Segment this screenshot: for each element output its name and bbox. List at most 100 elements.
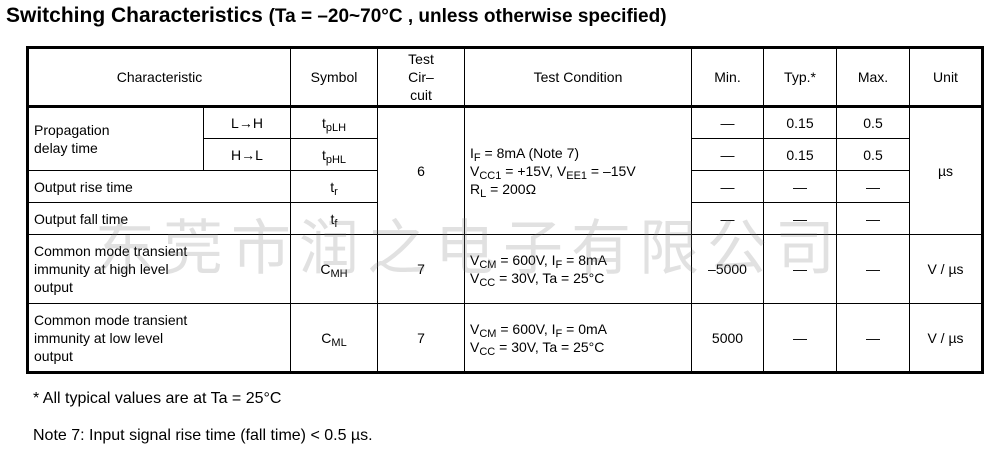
header-typ: Typ.* [763, 47, 837, 108]
typ-cml: — [763, 303, 837, 373]
symbol-cml-sub: ML [331, 336, 347, 349]
test-circuit-6: 6 [377, 106, 465, 235]
cond-vcc-line: VCC1 = +15V, VEE1 = –15V [470, 162, 686, 182]
propagation-label-line2: delay time [34, 140, 98, 156]
max-cml: — [836, 303, 910, 373]
propagation-label-line1: Propagation [34, 122, 110, 138]
switching-characteristics-table: Characteristic Symbol Test Cir– cuit Tes… [26, 46, 984, 374]
table-row: Output rise time tr — — — [27, 170, 983, 203]
max-tr: — [836, 170, 910, 203]
header-test-circuit: Test Cir– cuit [377, 47, 465, 108]
cond-rl-line: RL = 200Ω [470, 180, 686, 200]
symbol-tf-main: t [330, 210, 335, 227]
cmh-cond-line2: VCC = 30V, Ta = 25°C [470, 269, 686, 289]
header-unit: Unit [909, 47, 983, 108]
symbol-tf: tf [290, 202, 378, 235]
typ-tphl: 0.15 [763, 138, 837, 171]
typ-tplh: 0.15 [763, 106, 837, 139]
header-characteristic: Characteristic [27, 47, 291, 108]
symbol-cmh-sub: MH [330, 268, 348, 280]
cond-if-line: IF = 8mA (Note 7) [470, 144, 686, 164]
typ-tr: — [763, 170, 837, 203]
header-max: Max. [836, 47, 910, 108]
cond-vcc-sub2: EE1 [566, 170, 588, 182]
cmh-cond2-b: = 30V, Ta = 25°C [495, 270, 605, 286]
cmh-label-line3: output [34, 279, 73, 295]
typical-values-note: * All typical values are at Ta = 25°C [33, 390, 282, 407]
cml-cond-a: V [470, 320, 480, 337]
max-tf: — [836, 202, 910, 235]
cond-if-rest: = 8mA (Note 7) [480, 145, 580, 161]
symbol-tr-sub: r [334, 185, 338, 198]
max-cmh: — [836, 234, 910, 304]
cmh-cond-a: V [470, 252, 480, 268]
cml-cond-line2: VCC = 30V, Ta = 25°C [470, 338, 686, 358]
cond-vcc-a: V [470, 163, 480, 179]
direction-hl: H→L [203, 138, 291, 171]
cond-if-main: I [470, 145, 474, 161]
cmh-label-line1: Common mode transient [34, 243, 188, 259]
unit-us: µs [909, 106, 983, 235]
cml-cond-b: = 600V, I [496, 320, 556, 337]
table-row: Common mode transient immunity at high l… [27, 234, 983, 304]
min-cml: 5000 [691, 303, 764, 373]
header-test-circuit-line1: Test [408, 51, 434, 67]
cmh-cond-sub2: F [555, 259, 563, 271]
cml-cond-c: = 0mA [562, 320, 607, 337]
note-7: Note 7: Input signal rise time (fall tim… [33, 427, 373, 444]
symbol-tphl-sub: pHL [325, 153, 347, 166]
cml-cond2-b: = 30V, Ta = 25°C [495, 338, 605, 355]
title-main: Switching Characteristics [6, 4, 263, 27]
direction-lh: L→H [203, 106, 291, 139]
cml-cond-line1: VCM = 600V, IF = 0mA [470, 320, 686, 340]
cond-rl-rest: = 200Ω [486, 181, 537, 197]
symbol-tplh-sub: pLH [325, 122, 347, 134]
cond-rl-main: R [470, 181, 481, 197]
symbol-cmh: CMH [290, 234, 378, 304]
min-cmh: –5000 [691, 234, 764, 304]
test-condition-group1: IF = 8mA (Note 7) VCC1 = +15V, VEE1 = –1… [464, 106, 692, 235]
cmh-label: Common mode transient immunity at high l… [27, 234, 291, 304]
output-rise-time-label: Output rise time [27, 170, 291, 203]
cml-label: Common mode transient immunity at low le… [27, 303, 291, 373]
min-tr: — [691, 170, 764, 203]
cond-rl-sub: L [480, 188, 487, 200]
test-condition-cml: VCM = 600V, IF = 0mA VCC = 30V, Ta = 25°… [464, 303, 692, 373]
header-test-circuit-line2: Cir– [408, 69, 434, 85]
cmh-cond-sub1: CM [479, 259, 497, 271]
symbol-cml-main: C [321, 329, 332, 346]
symbol-cmh-main: C [320, 261, 331, 277]
unit-cmh: V / µs [909, 234, 983, 304]
min-tphl: — [691, 138, 764, 171]
min-tf: — [691, 202, 764, 235]
cml-cond2-a: V [470, 338, 480, 355]
propagation-delay-label: Propagation delay time [27, 106, 204, 171]
cond-vcc-b: = +15V, V [501, 163, 567, 179]
page-title: Switching Characteristics (Ta = –20~70°C… [6, 4, 667, 28]
cond-if-sub: F [473, 152, 481, 164]
symbol-tplh: tpLH [290, 106, 378, 139]
title-condition: (Ta = –20~70°C , unless otherwise specif… [268, 6, 667, 27]
test-circuit-7-cmh: 7 [377, 234, 465, 304]
cml-label-line2: immunity at low level [34, 329, 164, 346]
cond-vcc-sub1: CC1 [479, 170, 502, 182]
test-condition-cmh: VCM = 600V, IF = 8mA VCC = 30V, Ta = 25°… [464, 234, 692, 304]
min-tplh: — [691, 106, 764, 139]
cmh-label-line2: immunity at high level [34, 261, 169, 277]
cml-cond-sub1: CM [479, 327, 497, 340]
cmh-cond2-a: V [470, 270, 480, 286]
max-tplh: 0.5 [836, 106, 910, 139]
cml-cond-sub2: F [555, 327, 563, 340]
header-test-circuit-line3: cuit [410, 87, 432, 103]
header-test-condition: Test Condition [464, 47, 692, 108]
typ-tf: — [763, 202, 837, 235]
header-symbol: Symbol [290, 47, 378, 108]
cml-cond2-sub: CC [479, 345, 496, 358]
symbol-tr-main: t [330, 178, 335, 195]
symbol-tr: tr [290, 170, 378, 203]
symbol-tf-sub: f [334, 217, 338, 230]
test-circuit-7-cml: 7 [377, 303, 465, 373]
symbol-tplh-main: t [321, 115, 326, 131]
symbol-tphl-main: t [321, 146, 326, 163]
cmh-cond-line1: VCM = 600V, IF = 8mA [470, 251, 686, 271]
